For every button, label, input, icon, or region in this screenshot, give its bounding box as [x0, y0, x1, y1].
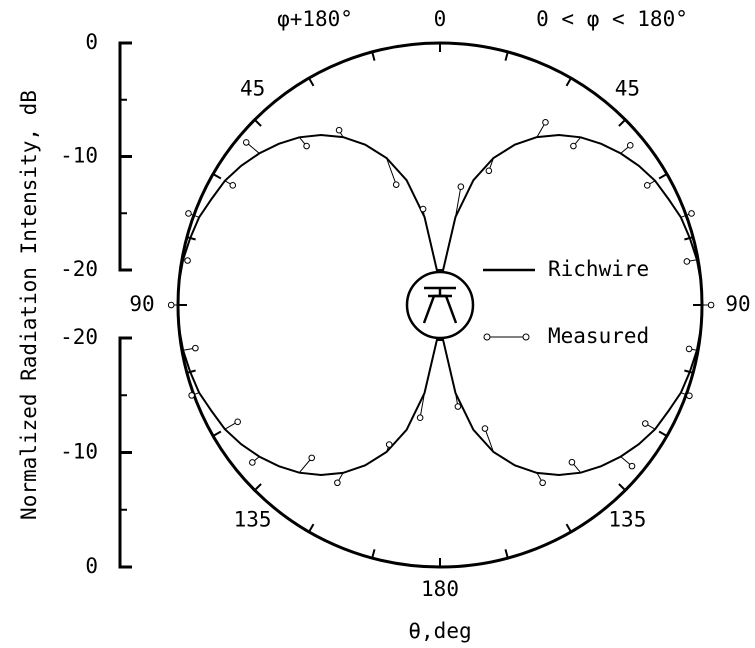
- measured-point: [192, 344, 199, 352]
- angle-tick: [186, 369, 196, 374]
- angle-tick: [212, 173, 222, 180]
- measured-connector: [455, 186, 462, 217]
- r-tick-label: 0: [85, 30, 98, 54]
- measured-point: [485, 167, 493, 175]
- angle-tick-label: 45: [615, 77, 640, 101]
- measured-point: [570, 142, 577, 150]
- measured-point: [457, 183, 465, 190]
- measured-point: [416, 414, 424, 422]
- measured-point: [185, 210, 192, 217]
- angle-tick: [658, 173, 668, 180]
- measured-point: [683, 258, 691, 265]
- angle-tick: [565, 523, 572, 533]
- angle-tick-label: 90: [129, 292, 154, 316]
- measured-point: [242, 139, 250, 146]
- r-tick-label: -20: [60, 325, 98, 349]
- measured-point: [481, 425, 489, 432]
- measured-point: [686, 392, 693, 400]
- measured-point: [184, 257, 191, 264]
- angle-tick-label: 135: [608, 507, 646, 531]
- measured-point: [249, 459, 256, 466]
- measured-point: [392, 181, 400, 188]
- angle-tick-label: 90: [725, 292, 750, 316]
- angle-tick: [684, 369, 694, 374]
- measured-point: [628, 462, 636, 470]
- angle-tick: [618, 119, 626, 127]
- angle-tick: [308, 77, 315, 87]
- measured-point: [167, 301, 175, 309]
- measured-point: [308, 454, 316, 462]
- measured-point: [303, 142, 310, 150]
- r-tick-label: 0: [85, 554, 98, 578]
- angle-tick: [254, 483, 262, 491]
- measured-point: [641, 420, 649, 427]
- richwire-line: [176, 133, 704, 477]
- measured-point: [707, 301, 715, 309]
- x-axis-label: θ,deg: [408, 619, 471, 643]
- angle-tick: [371, 51, 376, 61]
- legend-swatch: [522, 333, 530, 341]
- measured-point: [688, 210, 695, 217]
- angle-tick: [308, 523, 315, 533]
- angle-tick: [504, 549, 509, 559]
- r-tick-label: -20: [60, 257, 98, 281]
- measured-point: [334, 479, 341, 487]
- measured-point: [454, 403, 462, 410]
- half-label: φ+180°: [277, 7, 353, 31]
- legend-swatch: [483, 333, 491, 341]
- angle-tick: [684, 236, 694, 241]
- r-tick-label: -10: [60, 144, 98, 168]
- measured-point: [568, 458, 576, 466]
- angle-tick-label: 135: [234, 507, 272, 531]
- angle-tick-label: 45: [240, 77, 265, 101]
- measured-connector: [419, 393, 425, 418]
- angle-tick: [212, 430, 222, 437]
- measured-point: [539, 479, 546, 487]
- r-tick-label: -10: [60, 440, 98, 464]
- angle-tick-label: 0: [434, 7, 447, 31]
- measured-point: [188, 392, 195, 399]
- antenna-icon: [405, 270, 475, 340]
- measured-point: [385, 441, 393, 448]
- angle-tick: [371, 549, 376, 559]
- angle-tick: [565, 77, 572, 87]
- angle-tick-label: 180: [421, 577, 459, 601]
- measured-point: [626, 142, 634, 149]
- measured-point: [234, 418, 241, 426]
- angle-tick: [504, 51, 509, 61]
- y-axis-label: Normalized Radiation Intensity, dB: [17, 90, 41, 520]
- measured-point: [643, 182, 651, 189]
- measured-point: [229, 182, 237, 189]
- angle-tick: [658, 430, 668, 437]
- measured-connector: [386, 157, 397, 185]
- measured-point: [419, 205, 427, 213]
- half-label: 0 < φ < 180°: [536, 7, 688, 31]
- measured-point: [542, 119, 549, 126]
- angle-tick: [254, 119, 262, 127]
- angle-tick: [618, 483, 626, 491]
- legend-label: Measured: [548, 324, 649, 348]
- measured-point: [335, 126, 343, 134]
- measured-point: [685, 345, 693, 353]
- measured-connector: [484, 428, 494, 453]
- legend-label: Richwire: [548, 257, 649, 281]
- angle-tick: [186, 236, 196, 241]
